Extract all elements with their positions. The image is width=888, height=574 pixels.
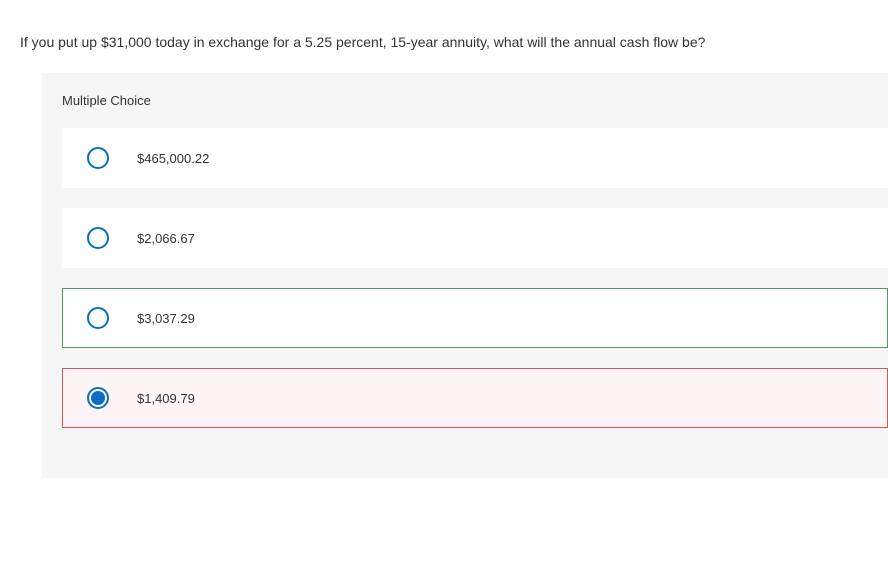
option-row[interactable]: $465,000.22 — [62, 128, 888, 188]
option-label: $3,037.29 — [137, 311, 195, 326]
radio-icon[interactable] — [87, 147, 109, 169]
option-row-selected-wrong[interactable]: $1,409.79 — [62, 368, 888, 428]
option-row-correct[interactable]: $3,037.29 — [62, 288, 888, 348]
option-row[interactable]: $2,066.67 — [62, 208, 888, 268]
multiple-choice-panel: Multiple Choice $465,000.22 $2,066.67 $3… — [42, 73, 888, 478]
radio-icon[interactable] — [87, 227, 109, 249]
options-list: $465,000.22 $2,066.67 $3,037.29 $1,409.7… — [42, 128, 888, 428]
option-label: $465,000.22 — [137, 151, 209, 166]
option-label: $1,409.79 — [137, 391, 195, 406]
radio-icon-filled[interactable] — [87, 387, 109, 409]
section-header: Multiple Choice — [42, 73, 888, 128]
radio-icon[interactable] — [87, 307, 109, 329]
question-text: If you put up $31,000 today in exchange … — [0, 0, 888, 73]
option-label: $2,066.67 — [137, 231, 195, 246]
